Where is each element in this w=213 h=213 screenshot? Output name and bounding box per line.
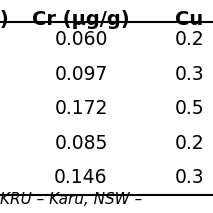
- Text: 0.085: 0.085: [54, 134, 108, 153]
- Text: 0.5: 0.5: [175, 99, 204, 118]
- Text: 0.172: 0.172: [54, 99, 108, 118]
- Text: Cu: Cu: [175, 10, 203, 29]
- Text: 0.3: 0.3: [175, 168, 204, 187]
- Text: 0.060: 0.060: [54, 30, 108, 49]
- Text: KRU – Karu, NSW –: KRU – Karu, NSW –: [0, 192, 142, 207]
- Text: 0.3: 0.3: [175, 65, 204, 84]
- Text: 0.146: 0.146: [54, 168, 108, 187]
- Text: 0.2: 0.2: [175, 30, 204, 49]
- Text: Cr (μg/g): Cr (μg/g): [32, 10, 130, 29]
- Text: 0.097: 0.097: [54, 65, 108, 84]
- Text: g): g): [0, 10, 9, 29]
- Text: 0.2: 0.2: [175, 134, 204, 153]
